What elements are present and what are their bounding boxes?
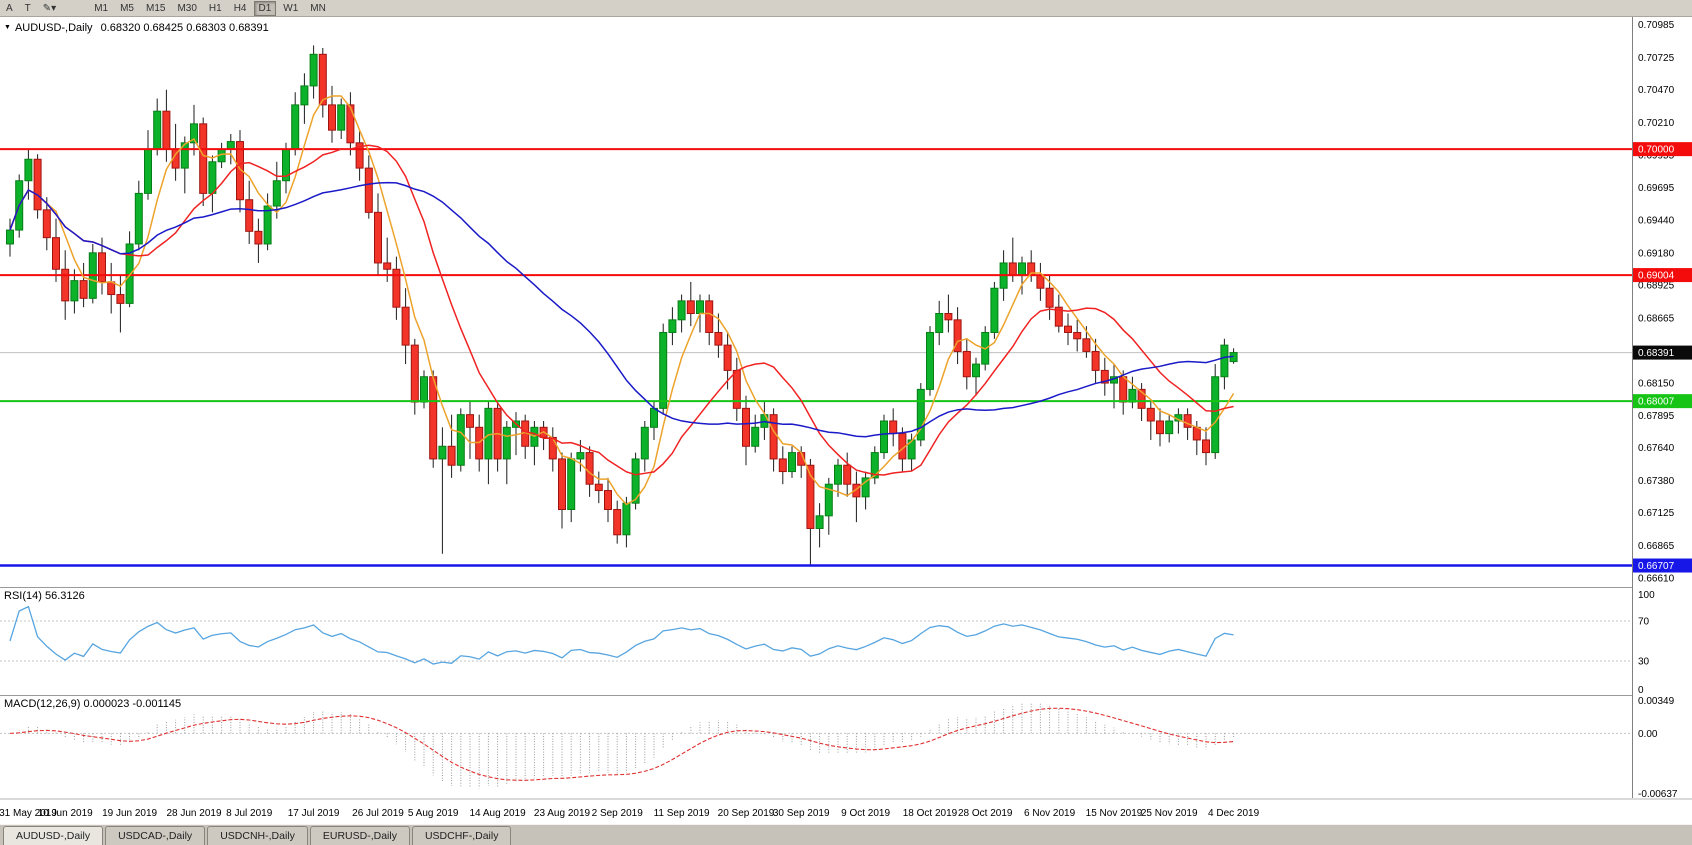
- svg-text:0.68007: 0.68007: [1638, 397, 1675, 408]
- svg-text:0.66865: 0.66865: [1638, 541, 1675, 552]
- svg-text:28 Oct 2019: 28 Oct 2019: [958, 808, 1013, 819]
- svg-text:0.70000: 0.70000: [1638, 145, 1675, 156]
- horizontal-lines-layer[interactable]: [0, 148, 1632, 567]
- tab-label: EURUSD-,Daily: [322, 830, 397, 842]
- chart-tab-usdchf[interactable]: USDCHF-,Daily: [411, 826, 512, 845]
- timeframe-button[interactable]: M30: [172, 1, 201, 16]
- svg-text:0: 0: [1638, 685, 1644, 696]
- macd-signal-line: [9, 707, 1234, 781]
- timeframe-button[interactable]: MN: [305, 1, 331, 16]
- timeframe-button[interactable]: D1: [253, 0, 277, 16]
- draw-tool-button[interactable]: ✎▾: [38, 1, 61, 16]
- svg-text:4 Dec 2019: 4 Dec 2019: [1208, 808, 1260, 819]
- svg-text:-0.00637: -0.00637: [1638, 789, 1678, 800]
- svg-text:9 Oct 2019: 9 Oct 2019: [841, 808, 890, 819]
- svg-text:17 Jul 2019: 17 Jul 2019: [288, 808, 340, 819]
- svg-text:0.70985: 0.70985: [1638, 20, 1675, 31]
- tab-label: AUDUSD-,Daily: [16, 830, 91, 842]
- svg-text:30 Sep 2019: 30 Sep 2019: [773, 808, 830, 819]
- rsi-line: [9, 605, 1234, 665]
- svg-text:0.68150: 0.68150: [1638, 379, 1675, 390]
- ma-line-13: [9, 144, 1234, 476]
- svg-text:0.69695: 0.69695: [1638, 183, 1675, 194]
- svg-text:18 Oct 2019: 18 Oct 2019: [903, 808, 958, 819]
- svg-text:8 Jul 2019: 8 Jul 2019: [226, 808, 273, 819]
- chart-tab-usdcad[interactable]: USDCAD-,Daily: [105, 826, 206, 845]
- chart-area[interactable]: 0.709850.707250.704700.702100.699550.696…: [0, 17, 1692, 824]
- tab-label: USDCNH-,Daily: [220, 830, 295, 842]
- svg-text:0.68665: 0.68665: [1638, 313, 1675, 324]
- svg-text:2 Sep 2019: 2 Sep 2019: [592, 808, 644, 819]
- svg-text:0.67640: 0.67640: [1638, 443, 1675, 454]
- chart-tab-eurusd[interactable]: EURUSD-,Daily: [309, 826, 410, 845]
- svg-text:15 Nov 2019: 15 Nov 2019: [1086, 808, 1143, 819]
- cursor-tool-button[interactable]: A: [1, 1, 18, 16]
- chart-tab-audusd[interactable]: AUDUSD-,Daily: [3, 826, 104, 845]
- tab-label: USDCHF-,Daily: [424, 830, 499, 842]
- svg-text:19 Jun 2019: 19 Jun 2019: [102, 808, 157, 819]
- svg-text:31 May 2019: 31 May 2019: [0, 808, 57, 819]
- svg-text:6 Nov 2019: 6 Nov 2019: [1024, 808, 1076, 819]
- svg-text:26 Jul 2019: 26 Jul 2019: [352, 808, 404, 819]
- svg-text:23 Aug 2019: 23 Aug 2019: [534, 808, 591, 819]
- tab-label: USDCAD-,Daily: [118, 830, 193, 842]
- svg-text:5 Aug 2019: 5 Aug 2019: [408, 808, 459, 819]
- text-tool-button[interactable]: T: [20, 1, 36, 16]
- svg-text:0.70210: 0.70210: [1638, 118, 1675, 129]
- timeframe-button[interactable]: H1: [204, 1, 227, 16]
- toolbar: A T ✎▾ M1 M5 M15 M30 H1 H4 D1 W1 MN: [0, 0, 1692, 17]
- chart-canvas[interactable]: 0.709850.707250.704700.702100.699550.696…: [0, 17, 1692, 824]
- svg-text:0.70470: 0.70470: [1638, 85, 1675, 96]
- svg-text:0.69180: 0.69180: [1638, 248, 1675, 259]
- price-scale[interactable]: 0.709850.707250.704700.702100.699550.696…: [1632, 17, 1692, 800]
- svg-text:0.00349: 0.00349: [1638, 696, 1675, 707]
- svg-text:14 Aug 2019: 14 Aug 2019: [470, 808, 527, 819]
- svg-text:70: 70: [1638, 617, 1650, 628]
- svg-text:100: 100: [1638, 590, 1655, 601]
- chart-tab-usdcnh[interactable]: USDCNH-,Daily: [207, 826, 308, 845]
- svg-text:30: 30: [1638, 657, 1650, 668]
- svg-text:28 Jun 2019: 28 Jun 2019: [166, 808, 221, 819]
- svg-text:0.67125: 0.67125: [1638, 508, 1675, 519]
- svg-text:0.68391: 0.68391: [1638, 348, 1675, 359]
- svg-text:0.67895: 0.67895: [1638, 411, 1675, 422]
- svg-text:0.69440: 0.69440: [1638, 215, 1675, 226]
- ma-line-5: [9, 95, 1235, 506]
- svg-text:0.69004: 0.69004: [1638, 271, 1675, 282]
- svg-text:0.00: 0.00: [1638, 729, 1658, 740]
- ma-line-34: [9, 181, 1234, 438]
- svg-text:0.66610: 0.66610: [1638, 573, 1675, 584]
- svg-text:10 Jun 2019: 10 Jun 2019: [38, 808, 93, 819]
- chart-tabbar: AUDUSD-,Daily USDCAD-,Daily USDCNH-,Dail…: [0, 824, 1692, 845]
- svg-text:11 Sep 2019: 11 Sep 2019: [654, 808, 710, 819]
- svg-text:0.70725: 0.70725: [1638, 53, 1675, 64]
- timeframe-button[interactable]: M1: [89, 1, 113, 16]
- svg-text:0.67380: 0.67380: [1638, 476, 1675, 487]
- timeframe-button[interactable]: H4: [229, 1, 252, 16]
- svg-text:0.68925: 0.68925: [1638, 281, 1675, 292]
- timeframe-button[interactable]: M5: [115, 1, 139, 16]
- timeframe-button[interactable]: W1: [278, 1, 303, 16]
- svg-text:0.66707: 0.66707: [1638, 561, 1675, 572]
- timeframe-button[interactable]: M15: [141, 1, 170, 16]
- svg-text:20 Sep 2019: 20 Sep 2019: [718, 808, 775, 819]
- svg-text:25 Nov 2019: 25 Nov 2019: [1141, 808, 1198, 819]
- macd-histogram: [18, 702, 1235, 789]
